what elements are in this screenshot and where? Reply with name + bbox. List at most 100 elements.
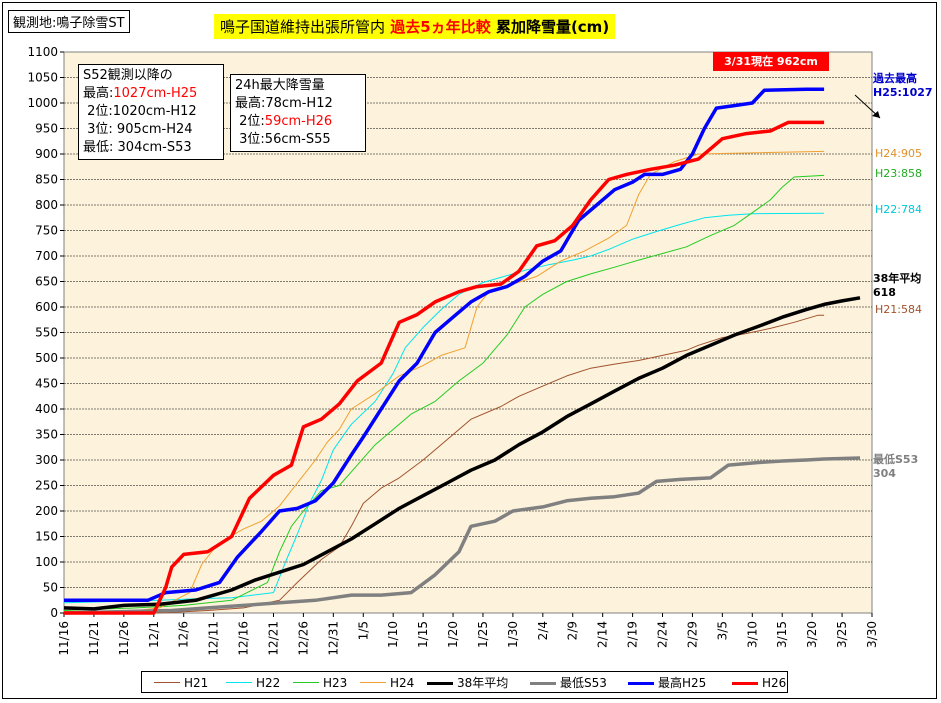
records-box: S52観測以降の 最高:1027cm-H25 2位:1020cm-H12 3位:…	[78, 64, 224, 160]
end-label: H24:905	[875, 147, 922, 160]
max24h-heading: 24h最大降雪量	[235, 78, 325, 93]
x-tick-label: 3/5	[715, 621, 729, 640]
title-measure: 累加降雪量(cm)	[495, 18, 610, 36]
chart-title: 鳴子国道維持出張所管内 過去5ヵ年比較 累加降雪量(cm)	[214, 14, 616, 39]
legend-swatch	[360, 682, 386, 683]
legend-label: H26	[762, 676, 787, 690]
end-label: H25:1027	[873, 86, 933, 99]
y-tick-label: 50	[43, 581, 58, 595]
x-tick-label: 2/4	[536, 621, 550, 640]
x-tick-label: 2/29	[685, 621, 699, 648]
y-tick-label: 600	[35, 300, 58, 314]
end-label: 618	[873, 286, 896, 299]
x-tick-label: 12/1	[147, 621, 161, 648]
y-tick-label: 700	[35, 249, 58, 263]
max24h-line-1: 最高:78cm-H12	[235, 96, 333, 111]
series-line-6	[64, 87, 825, 603]
legend: H21 H22 H23 H24 38年平均 最低S53 最高H25 H26	[141, 671, 788, 693]
x-tick-label: 11/26	[117, 621, 131, 656]
legend-swatch	[154, 682, 180, 683]
x-tick-label: 2/24	[656, 621, 670, 648]
max24h-line-2: 2位:59cm-H26	[239, 114, 333, 129]
legend-swatch	[226, 682, 252, 683]
legend-swatch	[293, 682, 319, 683]
x-tick-label: 1/15	[416, 621, 430, 648]
y-tick-label: 200	[35, 504, 58, 518]
y-tick-label: 800	[35, 198, 58, 212]
y-tick-label: 250	[35, 479, 58, 493]
end-label: 最低S53	[873, 452, 918, 466]
end-label: H21:584	[875, 303, 922, 316]
title-comparison: 過去5ヵ年比較	[390, 18, 491, 36]
x-tick-label: 1/30	[506, 621, 520, 648]
y-tick-label: 750	[35, 224, 58, 238]
records-heading: S52観測以降の	[83, 68, 173, 83]
x-tick-label: 1/25	[476, 621, 490, 648]
y-tick-label: 400	[35, 402, 58, 416]
x-tick-label: 1/10	[386, 621, 400, 648]
x-tick-label: 11/16	[57, 621, 71, 656]
records-line-2: 2位:1020cm-H12	[87, 104, 197, 119]
legend-label: 最低S53	[560, 676, 607, 690]
y-tick-label: 650	[35, 275, 58, 289]
x-tick-label: 1/5	[356, 621, 370, 640]
records-line-4: 最低: 304cm-S53	[83, 140, 192, 155]
legend-label: H23	[323, 676, 348, 690]
y-tick-label: 500	[35, 351, 58, 365]
y-axis-ticks: 0 50 100 150 200 250 300 350 400 450 500 550 600 650 7…	[27, 45, 64, 620]
x-tick-label: 12/6	[177, 621, 191, 648]
x-tick-label: 11/21	[87, 621, 101, 656]
records-line-1: 最高:1027cm-H25	[83, 86, 198, 101]
x-tick-label: 2/14	[596, 621, 610, 648]
title-office: 鳴子国道維持出張所管内	[220, 18, 386, 36]
end-label: H23:858	[875, 167, 922, 180]
series-line-1	[63, 212, 825, 604]
legend-label: 最高H25	[658, 676, 707, 690]
y-tick-label: 300	[35, 453, 58, 467]
x-tick-label: 3/15	[775, 621, 789, 648]
y-tick-label: 1100	[27, 45, 58, 59]
end-label: 38年平均	[873, 271, 921, 285]
y-tick-label: 1050	[27, 71, 58, 85]
series-line-5	[63, 456, 861, 615]
legend-label: H21	[184, 676, 209, 690]
x-tick-label: 2/9	[566, 621, 580, 640]
legend-label: H24	[390, 676, 415, 690]
y-tick-label: 1000	[27, 96, 58, 110]
x-tick-label: 3/30	[865, 621, 879, 648]
end-label: 過去最高	[872, 71, 917, 85]
x-axis-ticks: 11/16 11/21 11/26 12/1 12/6 12/11 12/16 12/21 12…	[57, 613, 879, 656]
max24h-box: 24h最大降雪量 最高:78cm-H12 2位:59cm-H26 3位:56cm…	[230, 74, 366, 152]
x-tick-label: 12/11	[207, 621, 221, 656]
series-line-2	[63, 174, 825, 611]
x-tick-label: 3/25	[835, 621, 849, 648]
x-tick-label: 2/19	[626, 621, 640, 648]
y-tick-label: 350	[35, 428, 58, 442]
station-label: 観測地:鳴子除雪ST	[8, 10, 130, 33]
callout-arrowhead	[872, 111, 880, 118]
legend-swatch	[427, 682, 453, 685]
end-label: 304	[873, 467, 896, 480]
legend-swatch	[732, 682, 758, 685]
records-line-3: 3位: 905cm-H24	[87, 122, 193, 137]
legend-swatch	[628, 682, 654, 685]
y-tick-label: 550	[35, 326, 58, 340]
x-tick-label: 12/16	[237, 621, 251, 656]
legend-swatch	[530, 682, 556, 685]
y-tick-label: 900	[35, 147, 58, 161]
x-tick-label: 12/31	[326, 621, 340, 656]
current-total-callout: 3/31現在 962cm	[713, 52, 829, 71]
end-label: H22:784	[875, 203, 922, 216]
legend-label: H22	[256, 676, 281, 690]
series-lines	[63, 87, 861, 615]
y-tick-label: 950	[35, 122, 58, 136]
series-line-7	[64, 120, 825, 615]
y-tick-label: 450	[35, 377, 58, 391]
x-tick-label: 12/26	[296, 621, 310, 656]
y-tick-label: 850	[35, 173, 58, 187]
y-tick-label: 0	[50, 606, 58, 620]
y-tick-label: 150	[35, 530, 58, 544]
x-tick-label: 3/20	[805, 621, 819, 648]
